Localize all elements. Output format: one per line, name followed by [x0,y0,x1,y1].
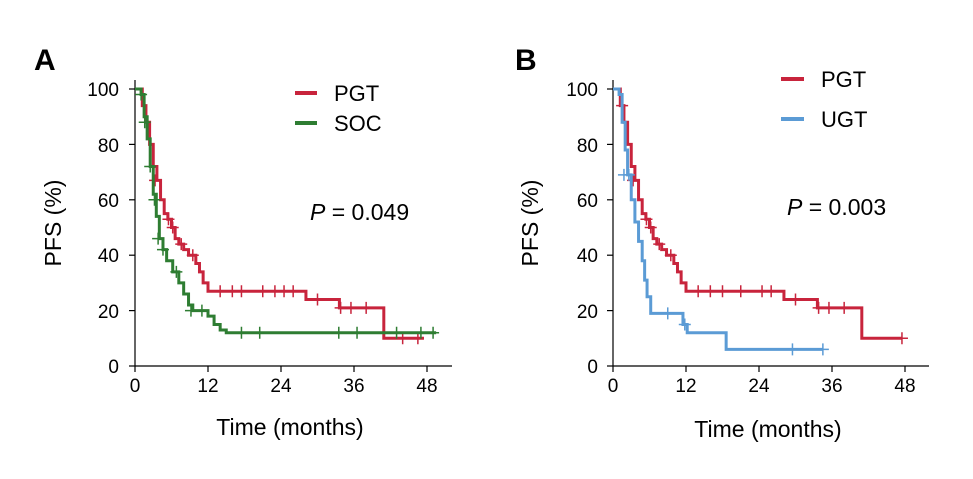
censor-mark-ugt [786,343,799,356]
panel-label: B [515,44,537,77]
x-tick-label: 36 [821,376,842,397]
censor-mark-pgt [411,332,424,345]
p-value: = 0.003 [802,194,886,220]
censor-mark-ugt [678,318,691,331]
survival-curve-soc [135,87,437,335]
censor-mark-pgt [287,285,300,298]
censor-mark-pgt [704,285,717,298]
censor-mark-pgt [344,301,357,314]
censor-mark-ugt [661,307,674,320]
x-tick-label: 0 [608,376,619,397]
censor-mark-pgt [186,249,199,262]
panel-a: A 0 20 40 60 80 100 0 12 24 36 48 Time (… [34,44,452,440]
censor-mark-pgt [644,221,657,234]
censor-mark-soc [351,326,364,339]
censor-mark-pgt [822,301,835,314]
censor-mark-pgt [214,285,227,298]
legend-label: UGT [821,107,867,132]
censor-mark-soc [135,88,148,101]
y-tick-label: 100 [87,80,119,101]
censor-mark-soc [184,304,197,317]
censor-mark-pgt [734,285,747,298]
x-axis-label: Time (months) [216,414,363,440]
censor-mark-pgt [765,285,778,298]
y-axis-label: PFS (%) [40,180,66,267]
legend-label: PGT [821,67,866,92]
legend: PGT UGT [781,67,867,132]
x-tick-label: 48 [894,376,915,397]
censor-mark-pgt [334,301,347,314]
censor-mark-ugt [622,168,635,181]
x-axis-label: Time (months) [694,416,841,442]
p-value-annotation: P = 0.049 [310,199,409,225]
plot-area [129,87,440,372]
censor-mark-pgt [256,285,269,298]
censor-mark-pgt [812,301,825,314]
y-tick-label: 0 [587,357,598,378]
censor-mark-pgt [311,293,324,306]
p-value-annotation: P = 0.003 [787,194,886,220]
x-tick-label: 48 [416,376,437,397]
panel-b: B 0 20 40 60 80 100 0 12 24 36 48 Time (… [515,44,929,442]
y-tick-label: 80 [577,136,598,157]
censor-mark-pgt [166,221,179,234]
y-tick-label: 100 [566,80,598,101]
censor-mark-soc [332,326,345,339]
censor-mark-pgt [789,293,802,306]
censor-mark-soc [156,243,169,256]
censor-mark-soc [152,232,165,245]
censor-mark-pgt [360,301,373,314]
y-tick-label: 0 [108,357,119,378]
censor-mark-pgt [235,285,248,298]
x-tick-label: 0 [130,376,141,397]
censor-mark-soc [427,326,440,339]
panel-label: A [34,44,56,77]
x-tick-label: 24 [270,376,292,397]
y-tick-label: 60 [98,191,119,212]
censor-mark-pgt [716,285,729,298]
censor-mark-soc [144,160,157,173]
censor-mark-pgt [640,213,653,226]
p-value: = 0.049 [325,199,409,225]
censor-mark-soc [170,265,183,278]
y-tick-label: 40 [577,246,598,267]
x-tick-label: 36 [343,376,364,397]
y-tick-label: 20 [98,302,119,323]
p-symbol: P [310,199,326,225]
y-axis-label: PFS (%) [517,180,543,267]
x-tick-label: 24 [748,376,770,397]
x-tick-label: 12 [197,376,218,397]
censor-mark-soc [253,326,266,339]
censor-mark-soc [195,304,208,317]
censor-mark-pgt [162,213,175,226]
y-tick-label: 40 [98,246,119,267]
x-tick-label: 12 [675,376,696,397]
censor-mark-soc [138,116,151,129]
y-tick-label: 60 [577,191,598,212]
censor-mark-soc [235,326,248,339]
y-tick-label: 20 [577,302,598,323]
censor-mark-pgt [895,332,908,345]
censor-mark-ugt [816,343,829,356]
plot-area [607,87,908,372]
censor-mark-pgt [692,285,705,298]
censor-mark-soc [390,326,403,339]
censor-mark-pgt [838,301,851,314]
legend: PGT SOC [295,81,382,136]
censor-mark-pgt [653,238,666,251]
censor-mark-pgt [175,238,188,251]
legend-label: SOC [334,111,382,136]
p-symbol: P [787,194,803,220]
censor-mark-soc [148,193,161,206]
legend-label: PGT [334,81,379,106]
censor-mark-pgt [396,332,409,345]
censor-mark-pgt [149,174,162,187]
y-tick-label: 80 [98,136,119,157]
censor-mark-pgt [664,249,677,262]
censor-mark-soc [414,326,427,339]
